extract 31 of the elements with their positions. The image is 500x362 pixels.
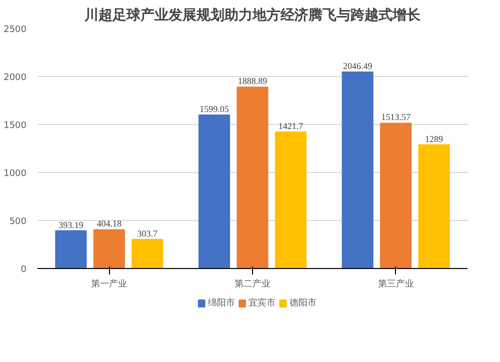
data-label: 1888.89 bbox=[238, 76, 268, 86]
bar bbox=[93, 229, 125, 268]
data-label: 1513.57 bbox=[381, 112, 411, 122]
x-tick-label: 第一产业 bbox=[91, 278, 128, 290]
bar bbox=[55, 230, 87, 268]
data-label: 1289 bbox=[425, 134, 444, 144]
data-label: 404.18 bbox=[96, 218, 122, 229]
y-tick-label: 1000 bbox=[4, 169, 27, 179]
y-tick-label: 500 bbox=[9, 217, 27, 227]
legend-label: 德阳市 bbox=[289, 298, 316, 308]
y-tick-label: 1500 bbox=[4, 121, 27, 131]
y-tick-label: 2000 bbox=[4, 73, 27, 83]
bar bbox=[380, 122, 412, 268]
bar bbox=[342, 72, 374, 268]
data-label: 1421.7 bbox=[278, 121, 304, 132]
data-label: 2046.49 bbox=[342, 61, 373, 72]
data-label: 303.7 bbox=[137, 228, 158, 238]
data-label: 1599.05 bbox=[200, 104, 230, 114]
legend-label: 宜宾市 bbox=[248, 298, 276, 308]
bar bbox=[132, 238, 164, 268]
bar bbox=[198, 114, 230, 268]
y-tick-label: 0 bbox=[20, 265, 27, 275]
bar bbox=[236, 86, 268, 268]
x-tick-label: 第二产业 bbox=[234, 278, 270, 290]
data-label: 393.19 bbox=[58, 220, 84, 230]
x-tick-label: 第三产业 bbox=[378, 278, 414, 290]
chart-title: 川超足球产业发展规划助力地方经济腾飞与跨越式增长 bbox=[84, 6, 422, 24]
y-tick-label: 2500 bbox=[4, 25, 27, 35]
legend-label: 绵阳市 bbox=[208, 298, 235, 308]
bar bbox=[274, 132, 307, 268]
bar bbox=[418, 144, 450, 268]
